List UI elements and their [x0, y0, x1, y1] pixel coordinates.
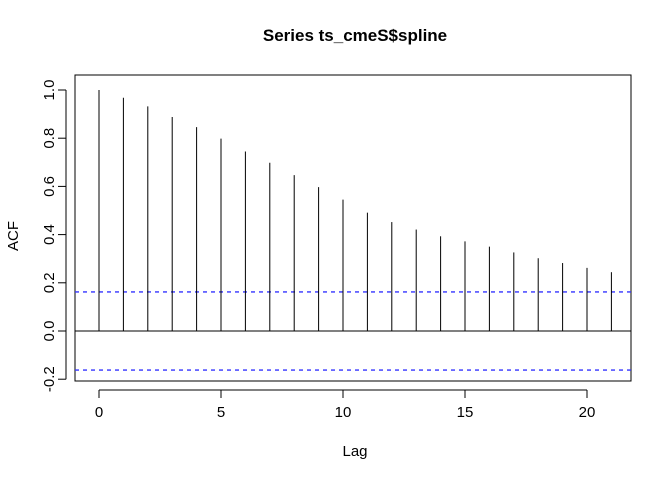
x-axis-tick-label: 0 [95, 404, 103, 421]
x-axis-tick-label: 10 [335, 404, 352, 421]
y-axis: -0.2 0.0 0.2 0.4 0.6 0.8 1.0 [41, 80, 67, 392]
y-axis-tick-label: 0.0 [41, 321, 58, 342]
y-axis-tick-label: 0.6 [41, 176, 58, 197]
y-axis-label: ACF [5, 221, 22, 251]
y-axis-tick-label: -0.2 [41, 366, 58, 392]
y-axis-tick-label: 0.2 [41, 272, 58, 293]
y-axis-tick-label: 0.8 [41, 128, 58, 149]
chart-title: Series ts_cmeS$spline [263, 26, 447, 45]
x-axis: 0 5 10 15 20 [95, 389, 596, 421]
x-axis-tick-label: 20 [579, 404, 596, 421]
acf-bars [98, 90, 612, 331]
y-axis-tick-label: 1.0 [41, 80, 58, 101]
x-axis-label: Lag [342, 443, 367, 460]
confidence-bands [75, 291, 631, 371]
x-axis-tick-label: 5 [217, 404, 225, 421]
plot-frame [74, 74, 632, 382]
y-axis-tick-label: 0.4 [41, 224, 58, 245]
x-axis-tick-label: 15 [457, 404, 474, 421]
